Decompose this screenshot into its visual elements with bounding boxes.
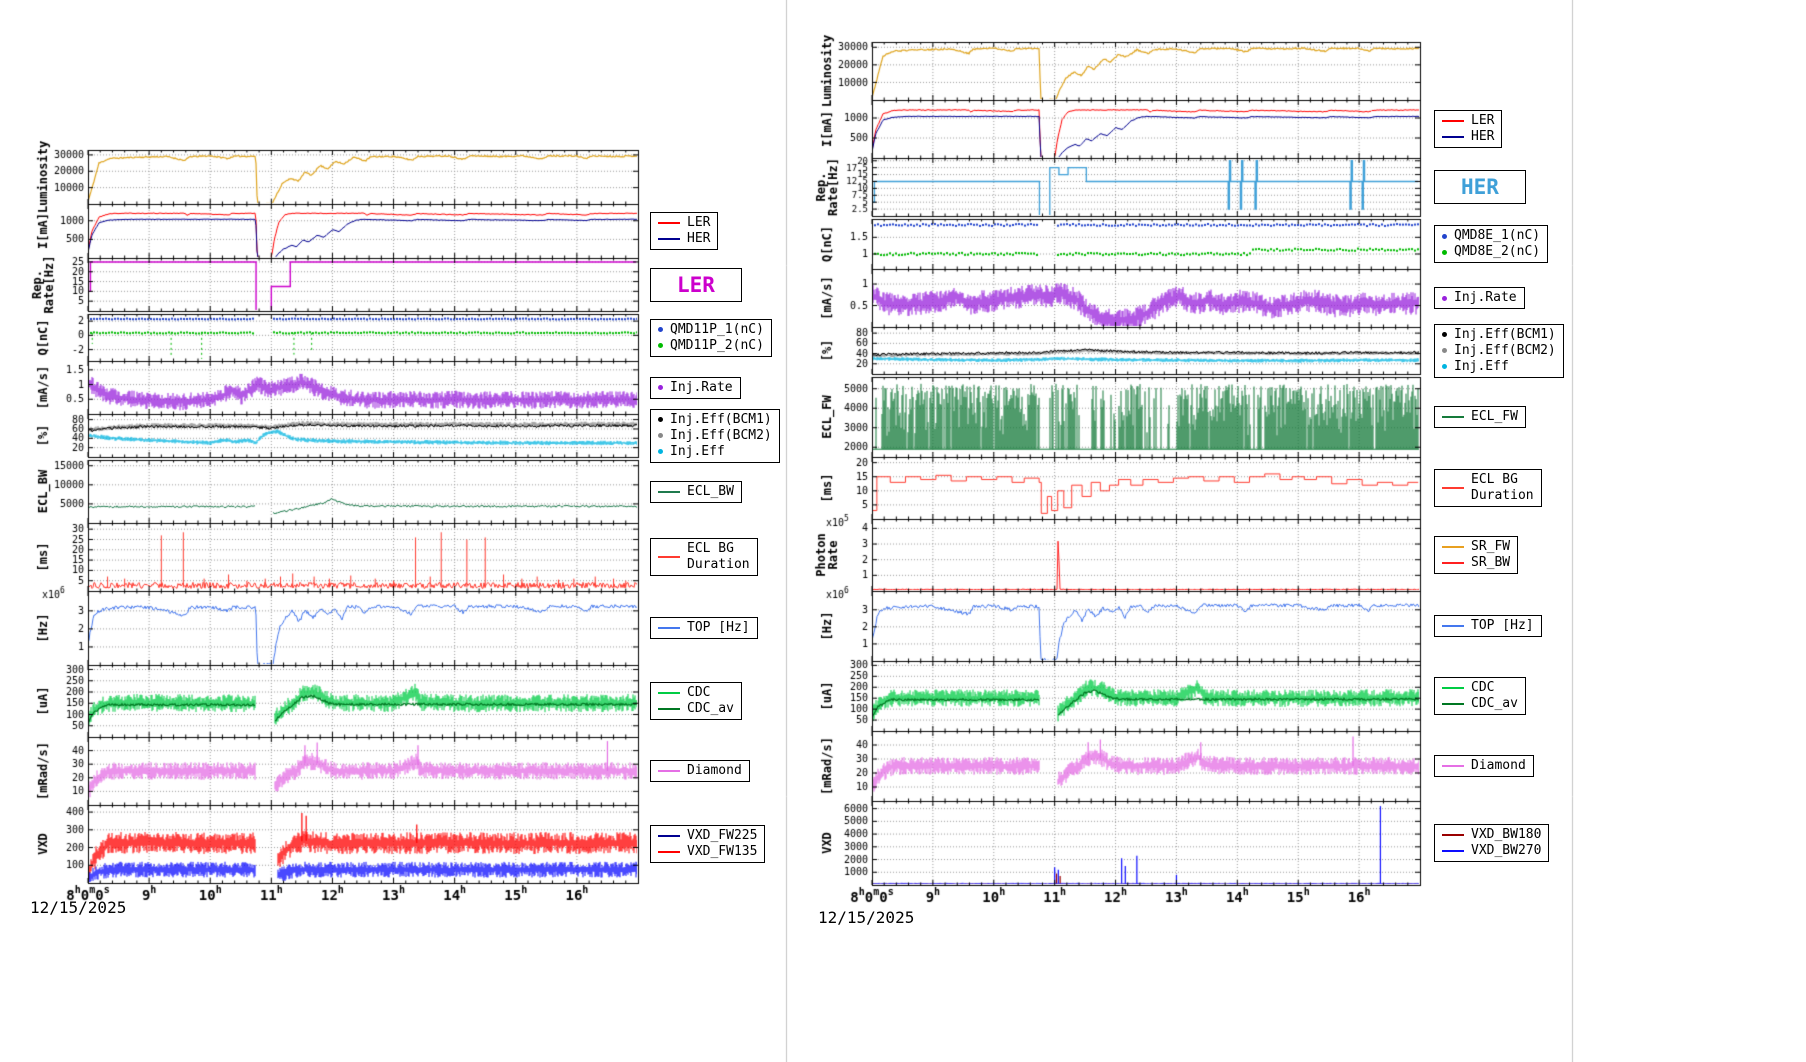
date-label-left: 12/15/2025 [30, 898, 127, 917]
date-label-right: 12/15/2025 [818, 908, 915, 927]
